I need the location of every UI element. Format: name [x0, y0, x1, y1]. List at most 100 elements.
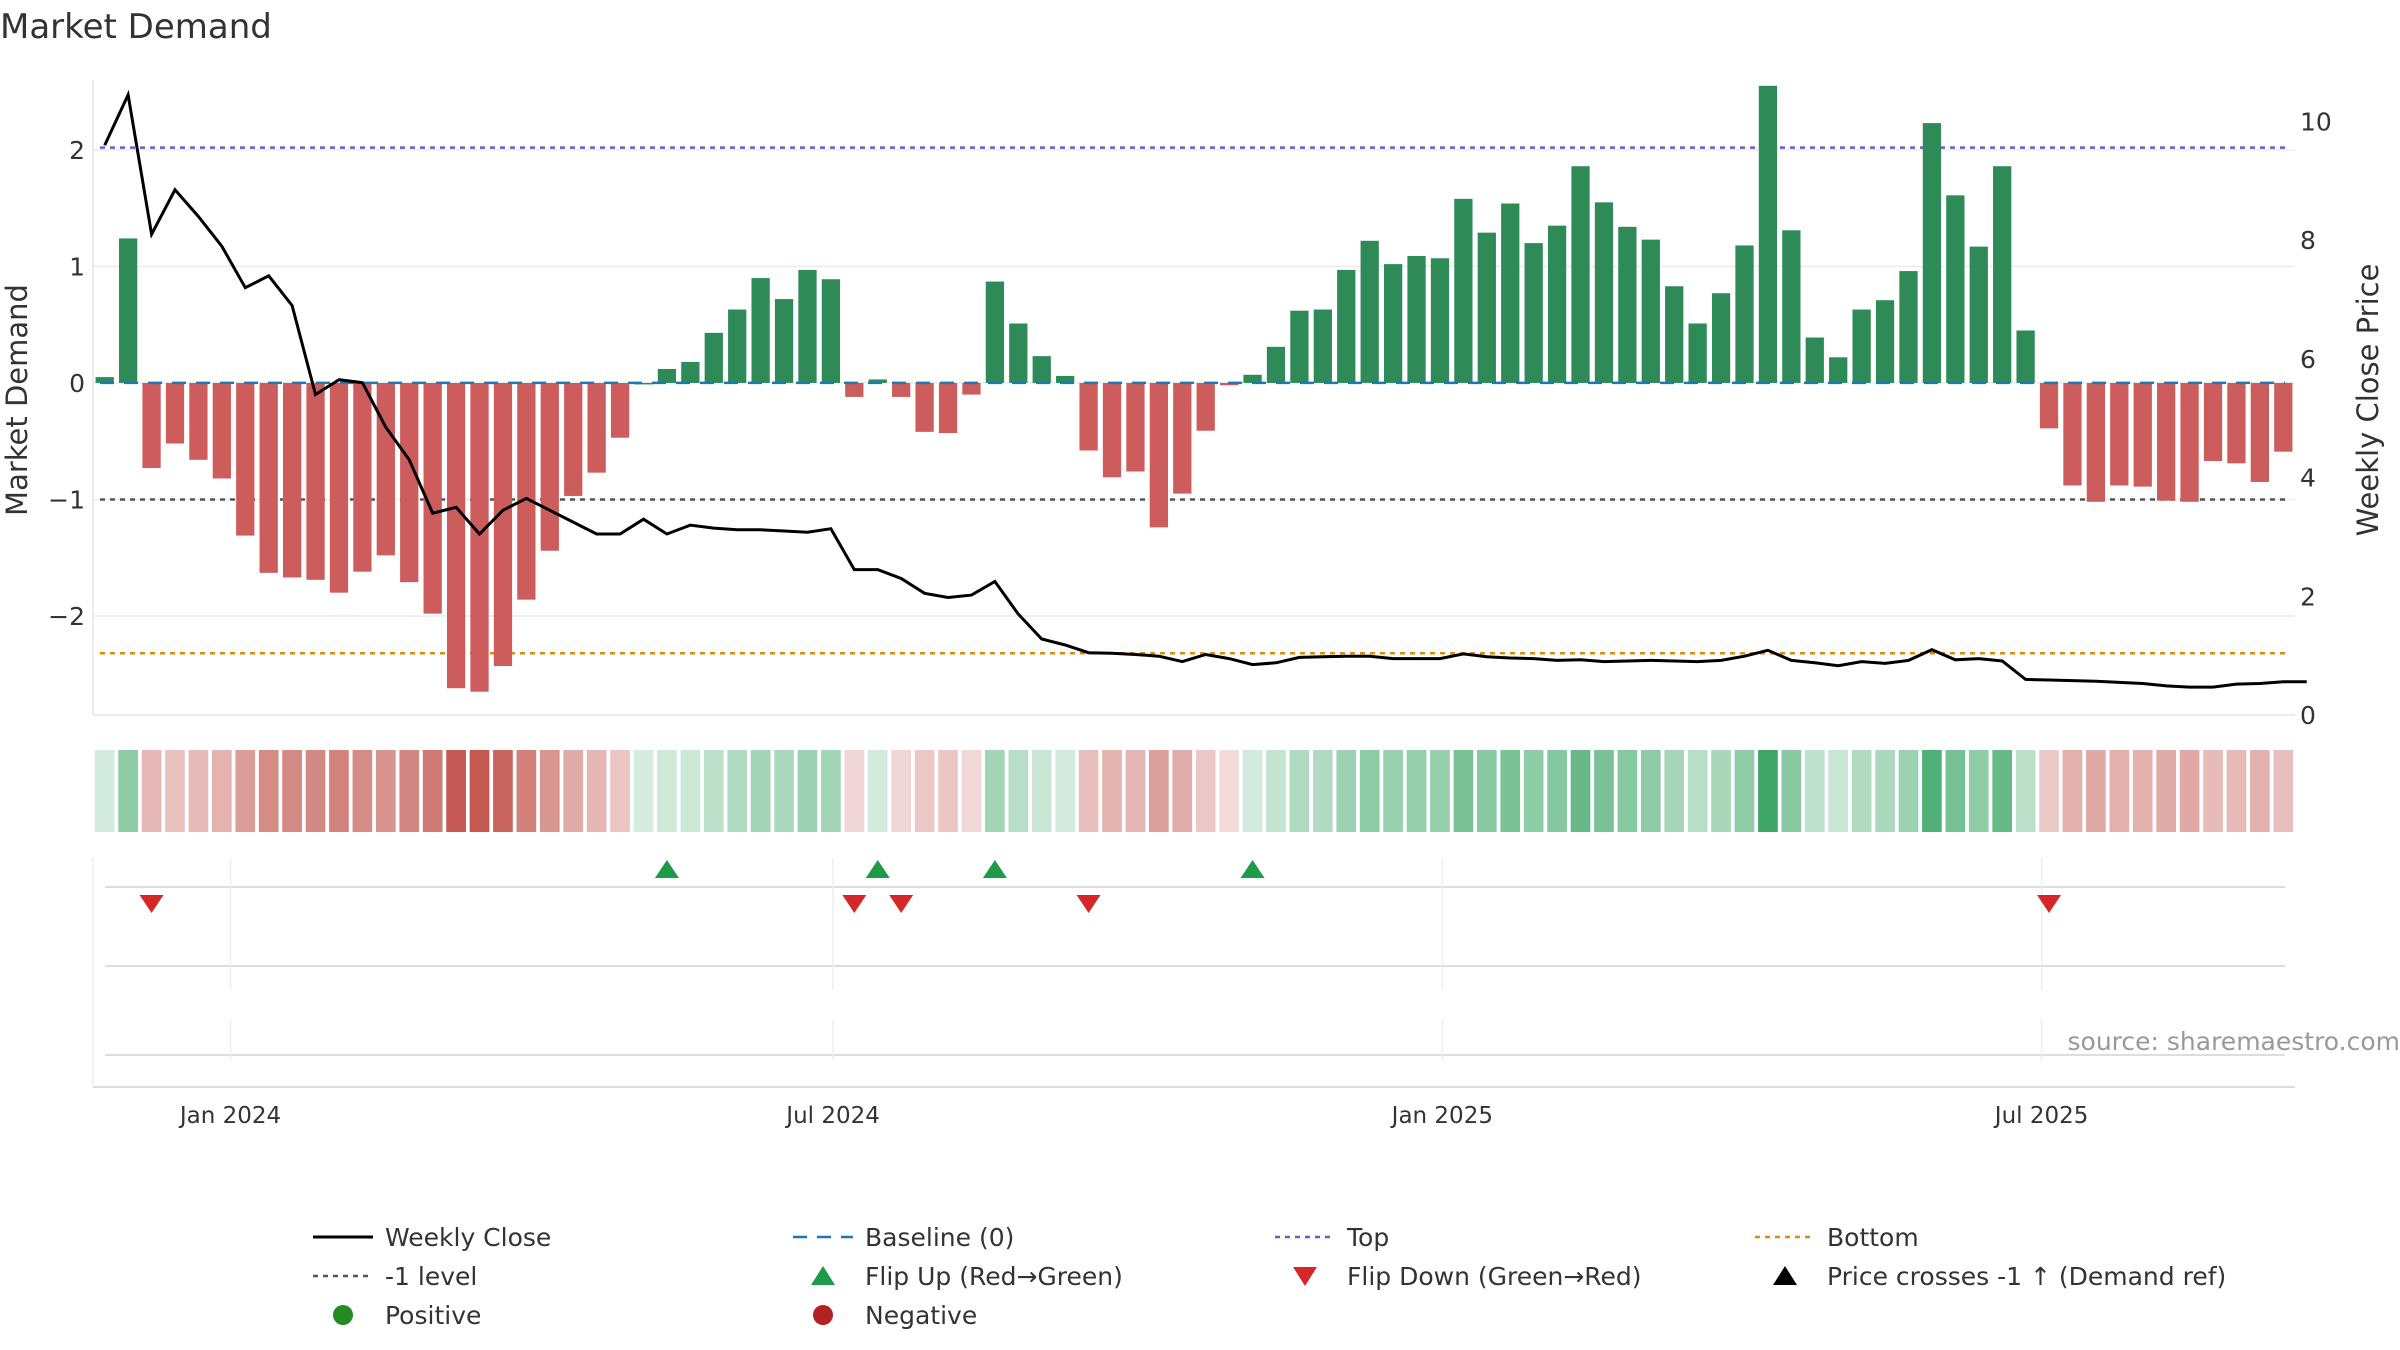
- heat-cell: [2015, 750, 2036, 832]
- heat-cell: [2226, 750, 2247, 832]
- demand-bar: [189, 382, 208, 460]
- demand-bar: [845, 382, 864, 397]
- demand-bar: [1102, 382, 1122, 478]
- heat-cell: [1430, 750, 1450, 832]
- flip-down-marker: [139, 895, 164, 913]
- demand-bar: [1594, 202, 1614, 383]
- y-right-tick-label: 8: [2300, 226, 2316, 255]
- chart-legend: Weekly Close Baseline (0) Top Bottom -1 leve…: [313, 1223, 2226, 1330]
- y-axis-left-label: Market Demand: [0, 284, 34, 516]
- heat-cell: [446, 750, 466, 832]
- heat-cell: [1406, 750, 1427, 832]
- legend-swatch-triangle-up: [1773, 1266, 1797, 1285]
- heat-cell: [1711, 750, 1731, 832]
- source-credit: source: sharemaestro.com: [2068, 1027, 2400, 1056]
- legend-swatch-circle: [813, 1305, 833, 1325]
- demand-bar: [142, 382, 161, 468]
- heat-cell: [2109, 750, 2130, 832]
- legend-item-top: Top: [1275, 1223, 1389, 1252]
- legend-label: Price crosses -1 ↑ (Demand ref): [1827, 1262, 2226, 1291]
- x-axis: Jan 2024 Jul 2024 Jan 2025 Jul 2025: [178, 1103, 2089, 1129]
- heat-cell: [1172, 750, 1193, 832]
- demand-bar: [493, 382, 513, 667]
- heat-cell: [2132, 750, 2153, 832]
- legend-swatch-circle: [333, 1305, 353, 1325]
- demand-bar: [1313, 309, 1332, 383]
- demand-bar: [2157, 382, 2176, 501]
- demand-bar: [657, 368, 677, 383]
- x-tick-label: Jul 2024: [784, 1103, 880, 1129]
- heat-cell: [703, 750, 724, 832]
- demand-bar: [2227, 382, 2246, 464]
- demand-bar: [1407, 255, 1426, 383]
- demand-bar: [1173, 382, 1192, 494]
- heat-cell: [1758, 750, 1778, 832]
- legend-item-flip-down: Flip Down (Green→Red): [1293, 1262, 1642, 1291]
- heat-cell: [1359, 750, 1380, 832]
- legend-item-minus-one: -1 level: [313, 1262, 477, 1291]
- demand-bar: [681, 361, 700, 383]
- demand-bar: [306, 382, 325, 580]
- heat-cell: [2062, 750, 2083, 832]
- heat-cell: [165, 750, 185, 832]
- heat-cell: [282, 750, 302, 832]
- heat-cell: [1687, 750, 1708, 832]
- demand-bar: [1383, 264, 1403, 383]
- demand-bars: [95, 85, 2293, 692]
- heat-cell: [1570, 750, 1591, 832]
- legend-label: Negative: [865, 1301, 977, 1330]
- demand-bar: [564, 382, 583, 496]
- demand-bar: [2039, 382, 2059, 429]
- heat-cell: [1804, 750, 1825, 832]
- legend-label: Flip Down (Green→Red): [1347, 1262, 1642, 1291]
- heat-cell: [914, 750, 935, 832]
- demand-bar: [353, 382, 372, 572]
- demand-bar: [400, 382, 419, 583]
- heat-cell: [212, 750, 232, 832]
- heat-cell: [1055, 750, 1075, 832]
- heat-cell: [844, 750, 865, 832]
- heat-cell: [1547, 750, 1567, 832]
- heat-cell: [1195, 750, 1216, 832]
- heat-cell: [1102, 750, 1122, 832]
- heat-cell: [867, 750, 888, 832]
- demand-bar: [962, 382, 981, 395]
- demand-bar: [376, 382, 395, 556]
- demand-bar: [2274, 382, 2293, 452]
- demand-bar: [2110, 382, 2129, 486]
- demand-bar: [1196, 382, 1215, 431]
- heat-cell: [352, 750, 373, 832]
- legend-item-flip-up: Flip Up (Red→Green): [811, 1262, 1123, 1291]
- heat-cell: [1945, 750, 1966, 832]
- heat-cell: [891, 750, 912, 832]
- flip-up-marker: [865, 860, 890, 878]
- demand-bar: [1290, 310, 1309, 383]
- demand-bar: [540, 382, 559, 551]
- demand-bar: [1688, 323, 1707, 383]
- heat-cell: [1828, 750, 1849, 832]
- y-right-tick-label: 0: [2300, 701, 2316, 730]
- heat-cell: [2086, 750, 2106, 832]
- heat-cell: [586, 750, 607, 832]
- demand-bar: [915, 382, 934, 432]
- demand-bar: [1149, 382, 1168, 528]
- signal-panel: [92, 858, 2295, 1088]
- demand-bar: [1337, 269, 1356, 383]
- heat-cell: [1734, 750, 1755, 832]
- demand-bar: [1735, 245, 1754, 383]
- heat-cell: [1242, 750, 1263, 832]
- heat-cell: [1313, 750, 1333, 832]
- demand-bar: [1056, 375, 1075, 383]
- demand-bar: [1641, 239, 1660, 383]
- heat-cell: [1500, 750, 1521, 832]
- flip-markers: [139, 860, 2062, 913]
- y-tick-label: 0: [69, 369, 85, 398]
- heat-cell: [774, 750, 794, 832]
- heat-cell: [961, 750, 982, 832]
- demand-bar: [1899, 271, 1918, 383]
- legend-item-close: Weekly Close: [313, 1223, 551, 1252]
- weekly-close-line: [103, 89, 2307, 689]
- legend-label: -1 level: [385, 1262, 477, 1291]
- flip-up-marker: [654, 860, 679, 878]
